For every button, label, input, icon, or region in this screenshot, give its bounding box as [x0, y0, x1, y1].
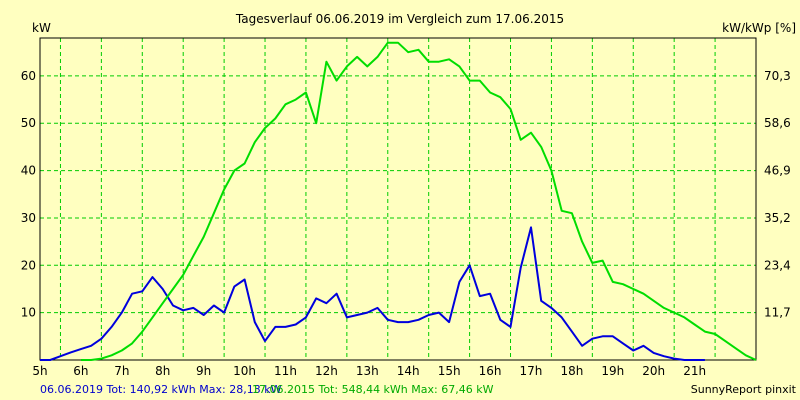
footer-green-summary: 17.06.2015 Tot: 548,44 kWh Max: 67,46 kW [252, 383, 494, 396]
x-tick-label: 12h [315, 364, 338, 378]
y-left-tick-label: 30 [21, 211, 36, 225]
x-tick-label: 14h [397, 364, 420, 378]
y-left-tick-label: 20 [21, 258, 36, 272]
x-tick-label: 17h [520, 364, 543, 378]
x-tick-label: 21h [683, 364, 706, 378]
chart-title: Tagesverlauf 06.06.2019 im Vergleich zum… [235, 12, 564, 26]
y-right-tick-label: 70,3 [764, 69, 791, 83]
x-tick-label: 13h [356, 364, 379, 378]
x-tick-label: 5h [32, 364, 47, 378]
series-line-2019 [40, 226, 705, 361]
y-left-tick-label: 60 [21, 69, 36, 83]
x-tick-label: 16h [479, 364, 502, 378]
x-tick-label: 9h [196, 364, 211, 378]
y-left-tick-label: 50 [21, 116, 36, 130]
y-axis-right-label: kW/kWp [%] [722, 21, 796, 35]
grid [40, 38, 756, 360]
x-tick-label: 15h [438, 364, 461, 378]
y-right-tick-label: 23,4 [764, 258, 791, 272]
x-tick-label: 18h [560, 364, 583, 378]
series-lines [40, 41, 757, 361]
footer-credit: SunnyReport pinxit [691, 383, 797, 396]
x-tick-label: 19h [601, 364, 624, 378]
x-tick-label: 8h [155, 364, 170, 378]
y-right-tick-label: 46,9 [764, 164, 791, 178]
y-right-tick-label: 35,2 [764, 211, 791, 225]
y-left-tick-label: 10 [21, 306, 36, 320]
series-line-2015 [80, 41, 757, 361]
y-left-tick-label: 40 [21, 164, 36, 178]
footer-blue-summary: 06.06.2019 Tot: 140,92 kWh Max: 28,13 kW [40, 383, 282, 396]
x-tick-label: 20h [642, 364, 665, 378]
x-tick-label: 7h [114, 364, 129, 378]
plot-frame [39, 37, 757, 361]
y-axis-left-label: kW [32, 21, 51, 35]
y-right-tick-label: 11,7 [764, 306, 791, 320]
x-tick-label: 6h [73, 364, 88, 378]
x-tick-label: 10h [233, 364, 256, 378]
x-tick-label: 11h [274, 364, 297, 378]
y-right-tick-label: 58,6 [764, 116, 791, 130]
tick-labels: 10 11,7 20 23,4 30 35,2 40 46,9 50 58,6 60 70,3 5h 6h… [21, 69, 791, 378]
